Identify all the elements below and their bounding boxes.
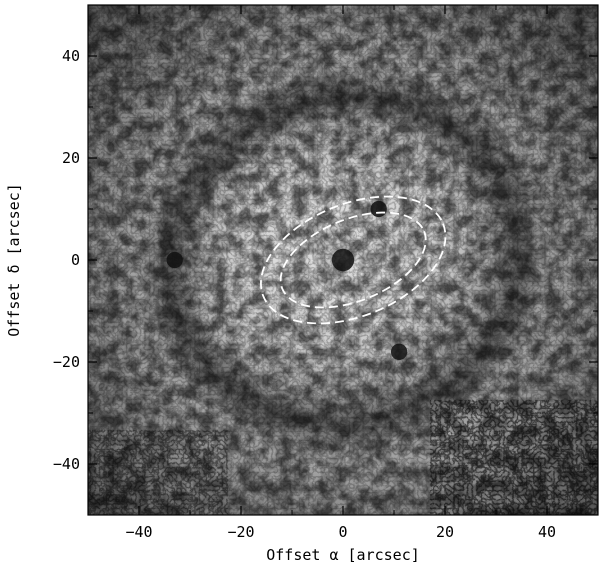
heatmap-image: [88, 5, 598, 515]
x-tick-label: 20: [436, 523, 454, 541]
feature-spot: [331, 248, 355, 272]
x-axis-label: Offset α [arcsec]: [266, 546, 420, 564]
x-tick-label: −20: [227, 523, 254, 541]
feature-spot: [390, 343, 408, 360]
y-tick-label: −40: [53, 455, 80, 473]
x-tick-label: −40: [125, 523, 152, 541]
y-axis-label: Offset δ [arcsec]: [5, 183, 23, 337]
y-tick-label: 40: [62, 47, 80, 65]
y-tick-label: 20: [62, 149, 80, 167]
y-tick-label: 0: [71, 251, 80, 269]
y-tick-label: −20: [53, 353, 80, 371]
x-tick-label: 40: [538, 523, 556, 541]
dashed-ellipse: [279, 211, 427, 309]
feature-spot: [370, 200, 387, 218]
x-tick-label: 0: [338, 523, 347, 541]
feature-spot: [166, 251, 183, 269]
dashed-ellipse: [260, 195, 447, 325]
